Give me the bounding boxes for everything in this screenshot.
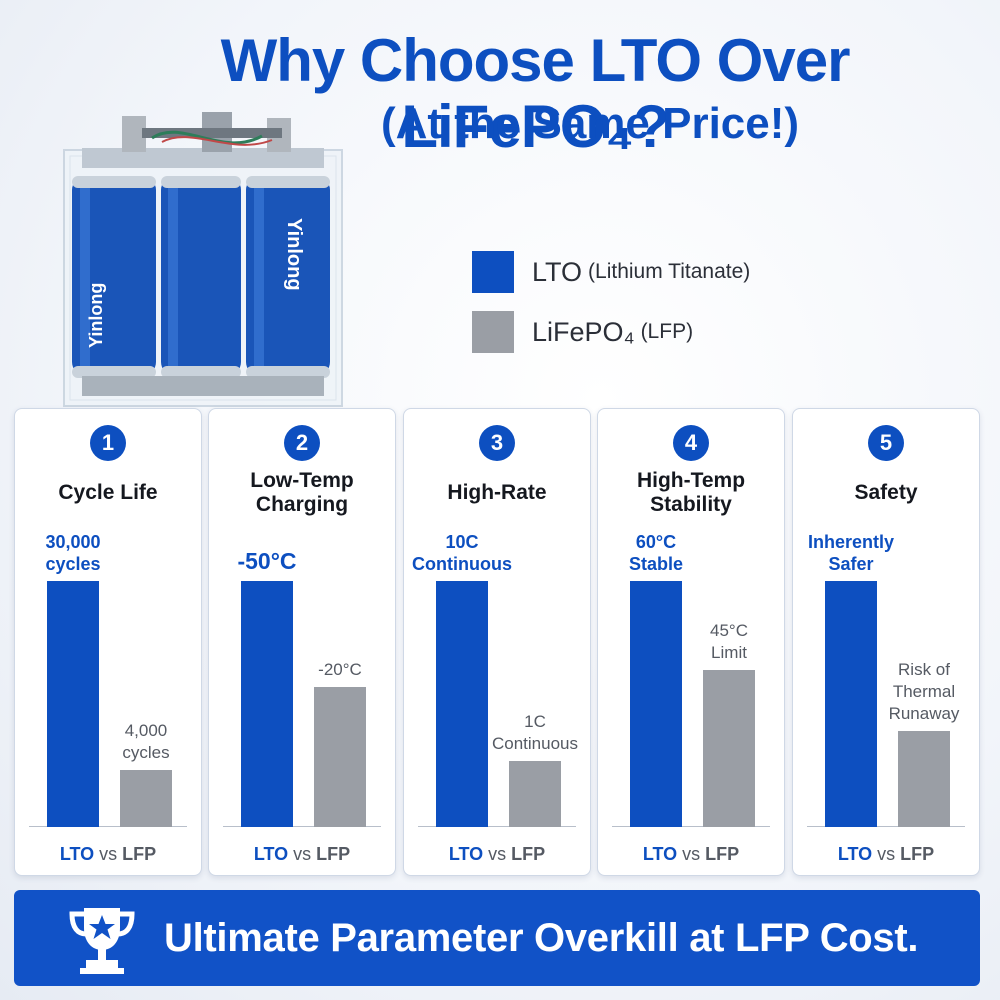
baseline xyxy=(612,826,770,827)
legend-sublabel-lto: (Lithium Titanate) xyxy=(588,260,751,283)
value-label-line: 60°C xyxy=(635,532,677,552)
legend-item-lfp: LiFePO₄ (LFP) xyxy=(472,310,750,354)
value-label-line: 30,000 xyxy=(45,532,101,552)
value-label-line: cycles xyxy=(122,743,170,762)
metric-card: 5 Safety Inherently Safer Risk of Thermal Runa… xyxy=(792,408,980,876)
value-label-lfp: 45°C Limit xyxy=(674,620,784,664)
value-label-line: Safer xyxy=(828,554,874,574)
card-footer: LTO vs LFP xyxy=(404,844,590,865)
card-title: High-Rate xyxy=(447,481,547,504)
value-label-line: Continuous xyxy=(412,554,512,574)
value-label-line: 45°C xyxy=(710,621,748,640)
bar-lto xyxy=(241,581,293,827)
number-badge: 2 xyxy=(284,425,320,461)
footer-lfp: LFP xyxy=(705,844,740,864)
trophy-star-icon xyxy=(69,908,135,974)
footer-lto: LTO xyxy=(837,844,873,864)
page-title: Why Choose LTO Over LiFePO₄? xyxy=(220,27,851,160)
value-label-lfp: 1C Continuous xyxy=(480,711,590,755)
svg-text:Yinlong: Yinlong xyxy=(283,218,305,291)
value-label-line: Stable xyxy=(628,554,684,574)
footer-vs: vs xyxy=(488,844,507,864)
card-footer: LTO vs LFP xyxy=(209,844,395,865)
value-label-lto: 30,000 cycles xyxy=(18,531,128,575)
value-label-lfp: 4,000 cycles xyxy=(91,720,201,764)
bar-lfp xyxy=(898,731,950,827)
baseline xyxy=(807,826,965,827)
footer-vs: vs xyxy=(877,844,896,864)
bar-lfp xyxy=(703,670,755,827)
footer-lto: LTO xyxy=(253,844,289,864)
footer-vs: vs xyxy=(682,844,701,864)
bar-lfp xyxy=(509,761,561,827)
metric-card: 2 Low-Temp Charging -50°C -20°C LTO vs LFP xyxy=(208,408,396,876)
value-label-line: 10C xyxy=(445,532,479,552)
number-badge: 5 xyxy=(868,425,904,461)
footer-lfp: LFP xyxy=(316,844,351,864)
value-label-lto: Inherently Safer xyxy=(796,531,906,575)
footer-lfp: LFP xyxy=(511,844,546,864)
metric-card: 1 Cycle Life 30,000 cycles 4,000 cycles LTO vs L… xyxy=(14,408,202,876)
value-label-lfp: Risk of Thermal Runaway xyxy=(869,659,979,725)
bar-lto xyxy=(47,581,99,827)
value-label-line: Runaway xyxy=(888,704,960,723)
value-label-lto: -50°C xyxy=(212,547,322,575)
value-label-line: -50°C xyxy=(237,548,297,574)
footer-lfp: LFP xyxy=(122,844,157,864)
card-footer: LTO vs LFP xyxy=(15,844,201,865)
number-badge: 3 xyxy=(479,425,515,461)
svg-text:Yinlong: Yinlong xyxy=(86,283,106,348)
page-subtitle: (At the Same Price!) xyxy=(380,99,800,148)
baseline xyxy=(223,826,381,827)
legend-label-lto: LTO xyxy=(532,256,583,287)
card-footer: LTO vs LFP xyxy=(793,844,979,865)
value-label-line: cycles xyxy=(45,554,101,574)
card-title: High-Temp Stability xyxy=(636,469,746,516)
footer-vs: vs xyxy=(293,844,312,864)
legend-swatch-lto xyxy=(472,251,514,293)
footer-lto: LTO xyxy=(59,844,95,864)
value-label-line: Continuous xyxy=(491,734,578,753)
legend-sublabel-lfp: (LFP) xyxy=(640,320,694,343)
value-label-line: 1C xyxy=(524,712,546,731)
baseline xyxy=(418,826,576,827)
value-label-line: Risk of xyxy=(898,660,950,679)
legend-swatch-lfp xyxy=(472,311,514,353)
legend-label-lfp: LiFePO₄ xyxy=(532,316,635,347)
card-title: Low-Temp Charging xyxy=(250,469,354,516)
value-label-line: Limit xyxy=(711,643,747,662)
footer-lto: LTO xyxy=(448,844,484,864)
value-label-lfp: -20°C xyxy=(285,659,395,681)
card-title: Safety xyxy=(854,481,918,504)
value-label-line: 4,000 xyxy=(124,721,168,740)
legend-item-lto: LTO (Lithium Titanate) xyxy=(472,250,750,294)
banner-text: Ultimate Parameter Overkill at LFP Cost. xyxy=(164,915,919,960)
bar-lfp xyxy=(120,770,172,827)
number-badge: 1 xyxy=(90,425,126,461)
value-label-line: Inherently xyxy=(807,532,895,552)
bar-lto xyxy=(436,581,488,827)
card-footer: LTO vs LFP xyxy=(598,844,784,865)
bottom-banner: Ultimate Parameter Overkill at LFP Cost. xyxy=(14,890,980,986)
value-label-line: -20°C xyxy=(318,660,362,679)
number-badge: 4 xyxy=(673,425,709,461)
value-label-line: Thermal xyxy=(892,682,956,701)
footer-lto: LTO xyxy=(642,844,678,864)
battery-pack-image: Yinlong Yinlong xyxy=(63,112,343,407)
legend: LTO (Lithium Titanate) LiFePO₄ (LFP) xyxy=(472,250,750,370)
footer-lfp: LFP xyxy=(900,844,935,864)
bar-lfp xyxy=(314,687,366,827)
value-label-lto: 10C Continuous xyxy=(407,531,517,575)
footer-vs: vs xyxy=(99,844,118,864)
value-label-lto: 60°C Stable xyxy=(601,531,711,575)
baseline xyxy=(29,826,187,827)
metric-card: 3 High-Rate 10C Continuous 1C Continuous LTO vs… xyxy=(403,408,591,876)
card-title: Cycle Life xyxy=(58,481,158,504)
bar-lto xyxy=(825,581,877,827)
bar-lto xyxy=(630,581,682,827)
metric-card: 4 High-Temp Stability 60°C Stable 45°C Limit L… xyxy=(597,408,785,876)
